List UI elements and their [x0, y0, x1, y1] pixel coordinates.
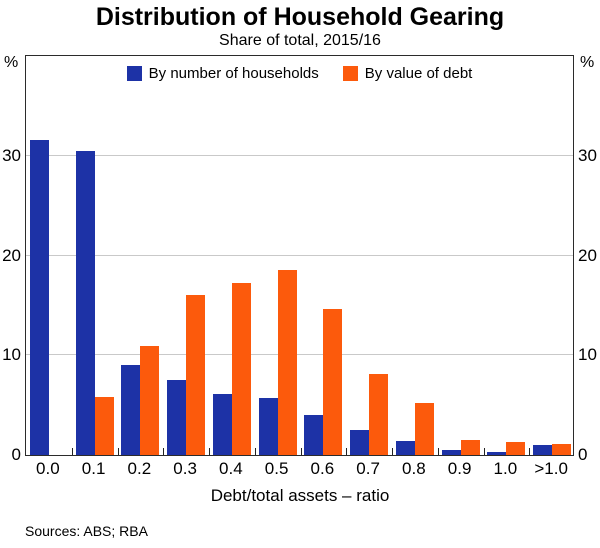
gridline	[26, 154, 573, 156]
bar-number-of-households	[29, 139, 49, 455]
legend-swatch-icon	[342, 66, 358, 81]
x-axis-title: Debt/total assets – ratio	[210, 486, 390, 505]
bar-value-of-debt	[94, 397, 114, 455]
plot-area: By number of households By value of debt	[25, 55, 574, 456]
bar-number-of-households	[350, 430, 370, 455]
legend-item: By number of households	[126, 65, 319, 82]
x-tick-mark	[300, 448, 302, 455]
bar-number-of-households	[395, 441, 415, 455]
y-tick-label-left: 20	[2, 245, 21, 265]
legend-item: By value of debt	[342, 65, 473, 82]
bar-number-of-households	[121, 365, 141, 455]
bar-value-of-debt	[277, 270, 297, 455]
bar-number-of-households	[304, 415, 324, 455]
x-tick-label: 0.4	[219, 459, 243, 478]
legend-swatch-icon	[126, 66, 142, 81]
y-tick-label-right: 30	[578, 145, 597, 165]
x-tick-label: 0.6	[310, 459, 335, 478]
y-tick-label-left: 30	[2, 145, 21, 165]
bar-value-of-debt	[552, 444, 572, 455]
bar-number-of-households	[167, 380, 187, 455]
legend-label: By number of households	[148, 65, 319, 82]
x-tick-mark	[392, 448, 393, 455]
x-tick-mark	[163, 448, 165, 455]
x-tick-label: 0.8	[402, 459, 426, 478]
x-tick-mark	[254, 448, 256, 455]
bar-value-of-debt	[186, 295, 206, 455]
x-tick-label: 0.1	[81, 459, 106, 478]
bar-value-of-debt	[323, 309, 343, 455]
bar-value-of-debt	[140, 346, 160, 455]
y-tick-label-left: 0	[11, 445, 21, 464]
bar-number-of-households	[533, 445, 553, 455]
bar-value-of-debt	[414, 403, 434, 455]
bar-value-of-debt	[460, 440, 480, 455]
bar-value-of-debt	[231, 283, 251, 455]
x-tick-mark	[346, 448, 348, 455]
y-tick-label-left: 10	[2, 345, 21, 365]
chart-title: Distribution of Household Gearing	[95, 3, 505, 31]
x-tick-label: 1.0	[493, 459, 518, 478]
x-tick-mark	[117, 448, 119, 455]
y-tick-label-right: 20	[578, 245, 597, 265]
bar-number-of-households	[487, 452, 507, 455]
chart-subtitle: Share of total, 2015/16	[219, 32, 381, 49]
x-tick-label: 0.7	[356, 459, 380, 478]
gridline	[26, 354, 573, 356]
legend: By number of households By value of debt	[26, 65, 573, 82]
bar-number-of-households	[212, 394, 232, 455]
bar-value-of-debt	[506, 442, 526, 455]
y-axis-unit-right: %	[580, 54, 595, 71]
x-tick-label: 0.3	[173, 459, 197, 478]
bar-number-of-households	[75, 150, 95, 455]
x-tick-mark	[529, 448, 531, 455]
bar-number-of-households	[441, 450, 461, 455]
legend-label: By value of debt	[364, 65, 473, 82]
sources-note: Sources: ABS; RBA	[25, 523, 148, 539]
x-tick-mark	[71, 448, 73, 455]
y-tick-label-right: 0	[578, 445, 588, 464]
x-tick-mark	[437, 448, 439, 455]
x-tick-label: 0.0	[36, 459, 60, 478]
bar-number-of-households	[258, 398, 278, 455]
x-tick-label: 0.9	[447, 459, 472, 478]
y-axis-unit-left: %	[4, 54, 19, 71]
x-tick-label: >1.0	[534, 459, 568, 478]
x-tick-label: 0.2	[127, 459, 152, 478]
x-tick-label: 0.5	[264, 459, 289, 478]
y-tick-label-right: 10	[578, 345, 597, 365]
x-tick-mark	[483, 448, 485, 455]
gridline	[26, 254, 573, 256]
bar-value-of-debt	[369, 374, 389, 455]
x-tick-mark	[209, 448, 210, 455]
